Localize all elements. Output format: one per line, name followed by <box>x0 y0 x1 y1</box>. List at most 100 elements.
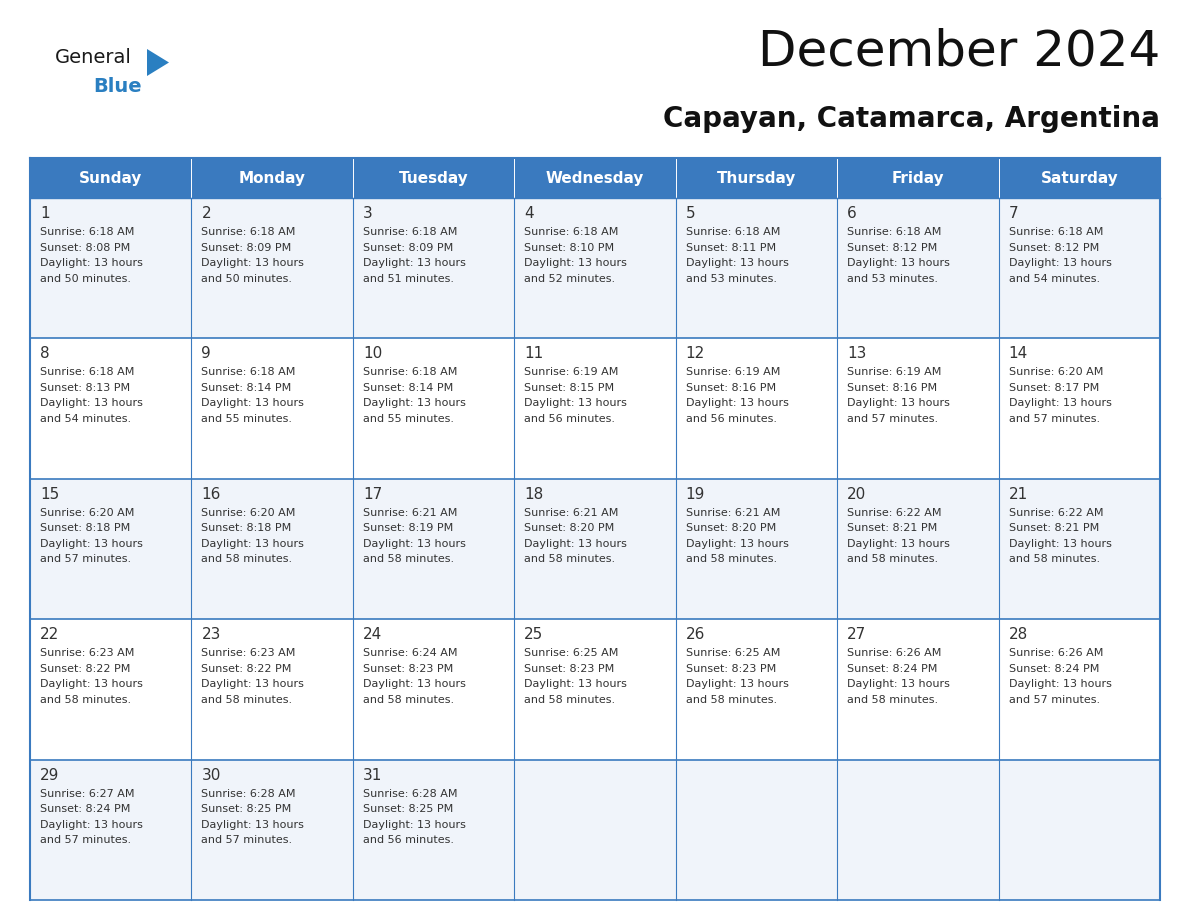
Text: 11: 11 <box>524 346 544 362</box>
Text: Sunset: 8:23 PM: Sunset: 8:23 PM <box>685 664 776 674</box>
Text: and 58 minutes.: and 58 minutes. <box>362 695 454 705</box>
Text: Monday: Monday <box>239 171 305 185</box>
Text: Sunrise: 6:18 AM: Sunrise: 6:18 AM <box>685 227 781 237</box>
Text: Capayan, Catamarca, Argentina: Capayan, Catamarca, Argentina <box>663 105 1159 133</box>
Text: Sunset: 8:11 PM: Sunset: 8:11 PM <box>685 242 776 252</box>
Text: Blue: Blue <box>93 77 141 96</box>
Text: Sunrise: 6:18 AM: Sunrise: 6:18 AM <box>40 227 134 237</box>
Text: Sunrise: 6:18 AM: Sunrise: 6:18 AM <box>362 367 457 377</box>
Text: 1: 1 <box>40 206 50 221</box>
Text: and 58 minutes.: and 58 minutes. <box>847 554 939 565</box>
Text: Sunset: 8:09 PM: Sunset: 8:09 PM <box>202 242 292 252</box>
Text: and 56 minutes.: and 56 minutes. <box>362 835 454 845</box>
Text: 10: 10 <box>362 346 383 362</box>
Text: Daylight: 13 hours: Daylight: 13 hours <box>685 398 789 409</box>
Text: 30: 30 <box>202 767 221 783</box>
Text: Sunrise: 6:21 AM: Sunrise: 6:21 AM <box>524 508 619 518</box>
Text: Daylight: 13 hours: Daylight: 13 hours <box>685 539 789 549</box>
Text: Sunset: 8:10 PM: Sunset: 8:10 PM <box>524 242 614 252</box>
Text: Sunset: 8:16 PM: Sunset: 8:16 PM <box>847 383 937 393</box>
Text: Sunrise: 6:22 AM: Sunrise: 6:22 AM <box>1009 508 1104 518</box>
Text: Daylight: 13 hours: Daylight: 13 hours <box>524 258 627 268</box>
Text: 14: 14 <box>1009 346 1028 362</box>
Text: Sunset: 8:15 PM: Sunset: 8:15 PM <box>524 383 614 393</box>
Text: Tuesday: Tuesday <box>399 171 468 185</box>
Text: Daylight: 13 hours: Daylight: 13 hours <box>847 679 950 689</box>
Text: Daylight: 13 hours: Daylight: 13 hours <box>40 539 143 549</box>
Text: Sunset: 8:21 PM: Sunset: 8:21 PM <box>1009 523 1099 533</box>
Text: Sunset: 8:24 PM: Sunset: 8:24 PM <box>40 804 131 814</box>
Text: 21: 21 <box>1009 487 1028 502</box>
Text: Sunrise: 6:26 AM: Sunrise: 6:26 AM <box>847 648 942 658</box>
Text: Daylight: 13 hours: Daylight: 13 hours <box>202 679 304 689</box>
Bar <box>30 620 1159 759</box>
Text: 15: 15 <box>40 487 59 502</box>
Text: and 57 minutes.: and 57 minutes. <box>847 414 939 424</box>
Text: and 53 minutes.: and 53 minutes. <box>685 274 777 284</box>
Text: and 57 minutes.: and 57 minutes. <box>40 554 131 565</box>
Text: 2: 2 <box>202 206 211 221</box>
Text: 31: 31 <box>362 767 383 783</box>
Text: Sunset: 8:14 PM: Sunset: 8:14 PM <box>362 383 453 393</box>
Polygon shape <box>147 49 169 76</box>
Text: and 50 minutes.: and 50 minutes. <box>40 274 131 284</box>
Text: Daylight: 13 hours: Daylight: 13 hours <box>202 820 304 830</box>
Text: Daylight: 13 hours: Daylight: 13 hours <box>362 539 466 549</box>
Text: Saturday: Saturday <box>1041 171 1118 185</box>
Text: Daylight: 13 hours: Daylight: 13 hours <box>362 398 466 409</box>
Text: Daylight: 13 hours: Daylight: 13 hours <box>202 258 304 268</box>
Text: Sunset: 8:13 PM: Sunset: 8:13 PM <box>40 383 131 393</box>
Text: Sunset: 8:25 PM: Sunset: 8:25 PM <box>202 804 292 814</box>
Text: Daylight: 13 hours: Daylight: 13 hours <box>362 258 466 268</box>
Text: 7: 7 <box>1009 206 1018 221</box>
Text: Daylight: 13 hours: Daylight: 13 hours <box>40 820 143 830</box>
Text: Daylight: 13 hours: Daylight: 13 hours <box>202 539 304 549</box>
Text: Daylight: 13 hours: Daylight: 13 hours <box>1009 398 1112 409</box>
Bar <box>30 759 1159 900</box>
Text: and 58 minutes.: and 58 minutes. <box>362 554 454 565</box>
Text: Sunset: 8:20 PM: Sunset: 8:20 PM <box>524 523 614 533</box>
Text: and 54 minutes.: and 54 minutes. <box>40 414 131 424</box>
Text: Sunrise: 6:18 AM: Sunrise: 6:18 AM <box>1009 227 1102 237</box>
Text: 18: 18 <box>524 487 544 502</box>
Text: 12: 12 <box>685 346 704 362</box>
Text: and 53 minutes.: and 53 minutes. <box>847 274 939 284</box>
Text: and 57 minutes.: and 57 minutes. <box>1009 695 1100 705</box>
Text: Sunrise: 6:18 AM: Sunrise: 6:18 AM <box>524 227 619 237</box>
Text: and 58 minutes.: and 58 minutes. <box>202 554 292 565</box>
Text: Daylight: 13 hours: Daylight: 13 hours <box>685 258 789 268</box>
Text: Daylight: 13 hours: Daylight: 13 hours <box>1009 679 1112 689</box>
Text: Sunset: 8:14 PM: Sunset: 8:14 PM <box>202 383 292 393</box>
Text: 16: 16 <box>202 487 221 502</box>
Text: 26: 26 <box>685 627 706 643</box>
Text: 4: 4 <box>524 206 533 221</box>
Text: Sunset: 8:24 PM: Sunset: 8:24 PM <box>847 664 937 674</box>
Text: Daylight: 13 hours: Daylight: 13 hours <box>847 398 950 409</box>
Text: Daylight: 13 hours: Daylight: 13 hours <box>524 539 627 549</box>
Text: Sunrise: 6:21 AM: Sunrise: 6:21 AM <box>685 508 781 518</box>
Text: 23: 23 <box>202 627 221 643</box>
Text: Sunset: 8:12 PM: Sunset: 8:12 PM <box>1009 242 1099 252</box>
Text: and 55 minutes.: and 55 minutes. <box>362 414 454 424</box>
Text: Sunset: 8:17 PM: Sunset: 8:17 PM <box>1009 383 1099 393</box>
Text: and 50 minutes.: and 50 minutes. <box>202 274 292 284</box>
Text: Sunrise: 6:22 AM: Sunrise: 6:22 AM <box>847 508 942 518</box>
Text: 13: 13 <box>847 346 866 362</box>
Text: and 58 minutes.: and 58 minutes. <box>685 695 777 705</box>
Text: Sunrise: 6:19 AM: Sunrise: 6:19 AM <box>847 367 942 377</box>
Text: Daylight: 13 hours: Daylight: 13 hours <box>685 679 789 689</box>
Text: 9: 9 <box>202 346 211 362</box>
Text: 22: 22 <box>40 627 59 643</box>
Text: Sunrise: 6:27 AM: Sunrise: 6:27 AM <box>40 789 134 799</box>
Text: and 56 minutes.: and 56 minutes. <box>685 414 777 424</box>
Text: Daylight: 13 hours: Daylight: 13 hours <box>847 539 950 549</box>
Text: and 55 minutes.: and 55 minutes. <box>202 414 292 424</box>
Text: Daylight: 13 hours: Daylight: 13 hours <box>202 398 304 409</box>
Text: 28: 28 <box>1009 627 1028 643</box>
Text: Sunset: 8:19 PM: Sunset: 8:19 PM <box>362 523 453 533</box>
Text: Sunset: 8:18 PM: Sunset: 8:18 PM <box>40 523 131 533</box>
Text: Sunset: 8:20 PM: Sunset: 8:20 PM <box>685 523 776 533</box>
Text: 19: 19 <box>685 487 706 502</box>
Bar <box>30 339 1159 479</box>
Text: 5: 5 <box>685 206 695 221</box>
